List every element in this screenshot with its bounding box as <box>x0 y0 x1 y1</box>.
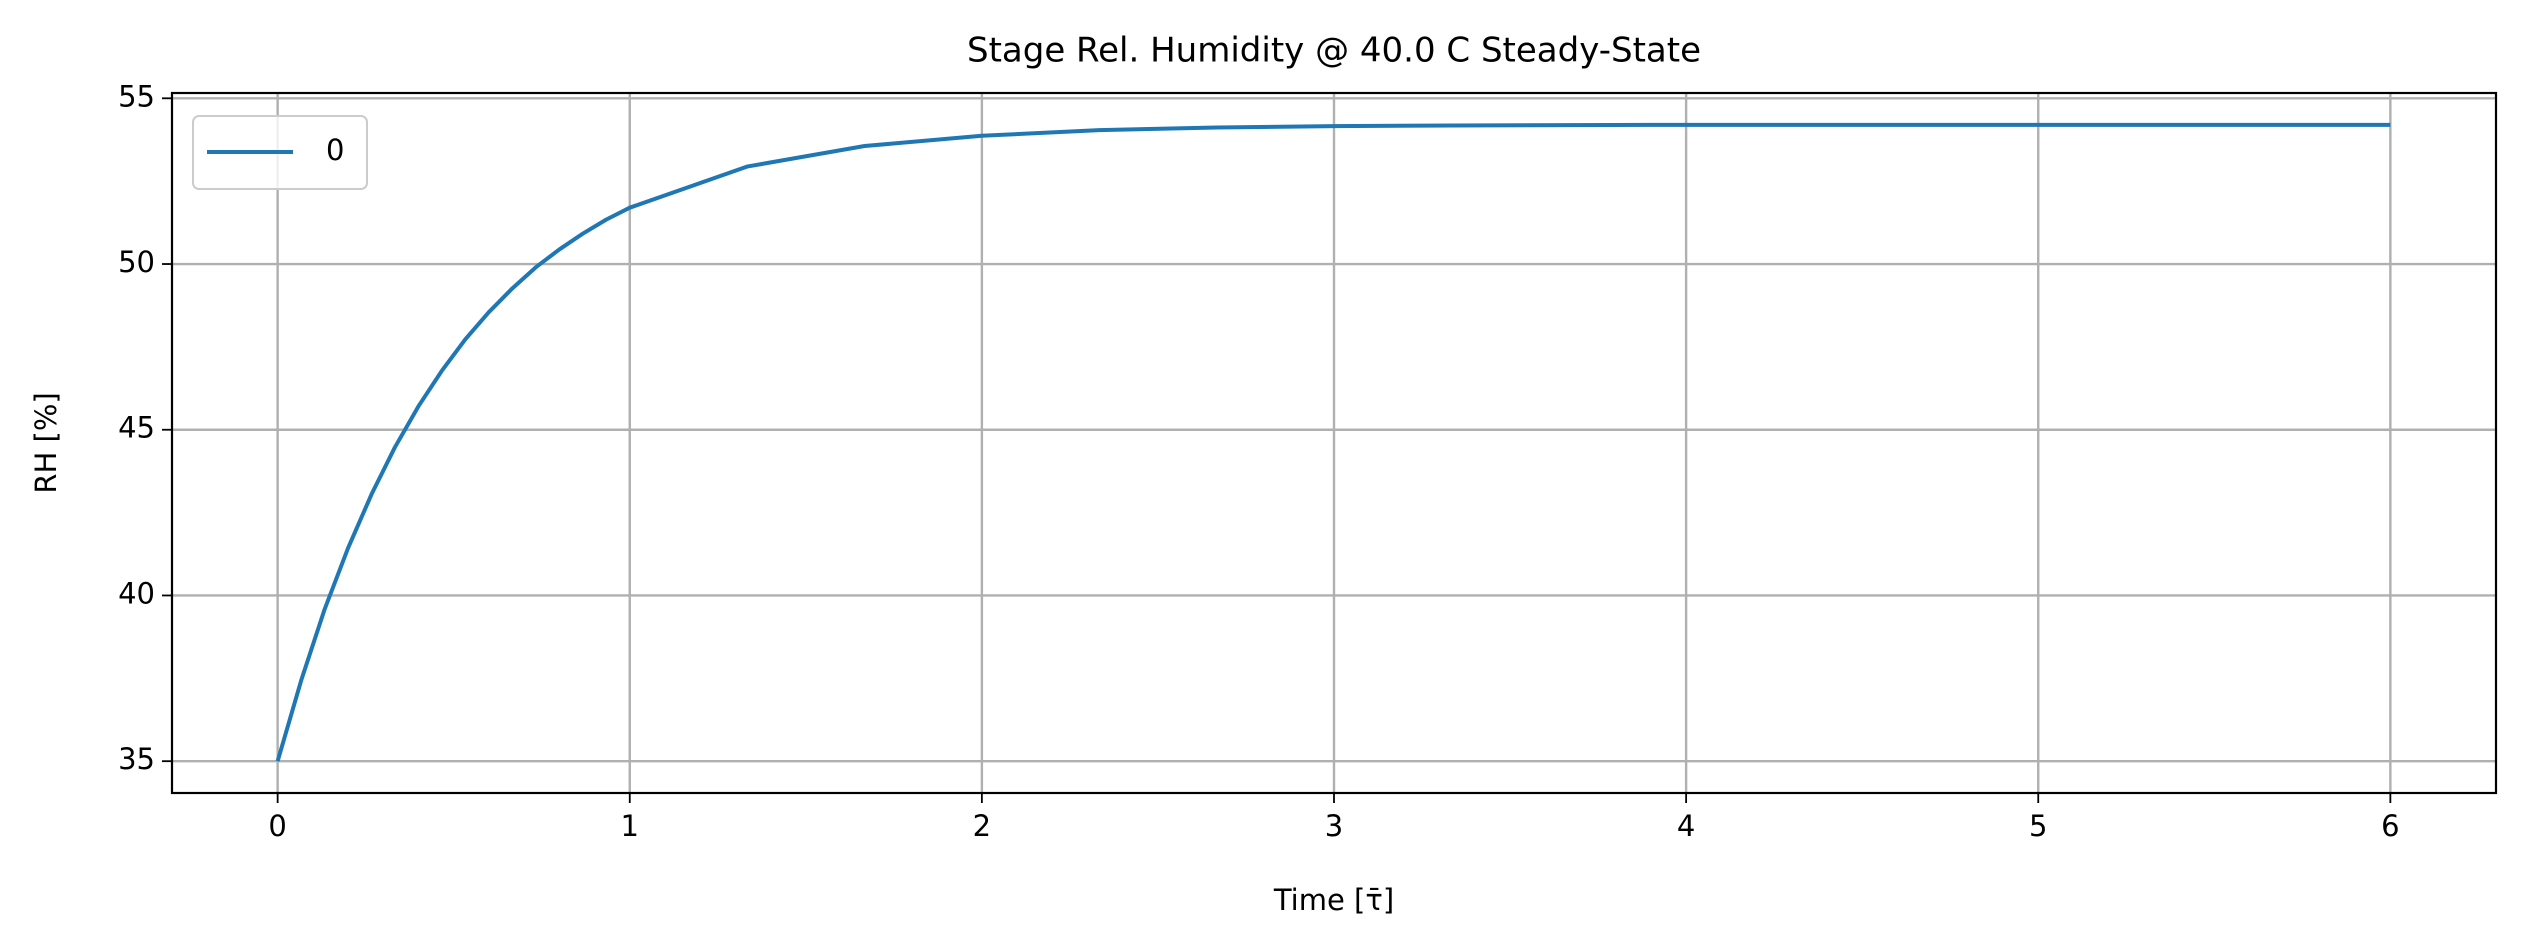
x-tick-label: 2 <box>973 809 991 843</box>
data-line <box>275 122 2391 762</box>
y-tick-label: 50 <box>118 245 155 279</box>
y-tick-label: 55 <box>118 79 155 113</box>
legend-label: 0 <box>326 133 344 167</box>
x-tick-label: 0 <box>268 809 286 843</box>
chart-title: Stage Rel. Humidity @ 40.0 C Steady-Stat… <box>967 31 1701 71</box>
x-tick-label: 6 <box>2381 809 2399 843</box>
y-tick-label: 40 <box>118 576 155 610</box>
y-tick-label: 35 <box>118 742 155 776</box>
x-tick-label: 3 <box>1325 809 1343 843</box>
y-tick-label: 45 <box>118 411 155 445</box>
y-axis-label: RH [%] <box>29 392 63 493</box>
x-tick-label: 5 <box>2029 809 2047 843</box>
x-axis-label: Time [τ̄] <box>1273 883 1394 917</box>
x-tick-label: 1 <box>621 809 639 843</box>
plot-frame <box>170 91 2498 795</box>
x-tick-label: 4 <box>1677 809 1695 843</box>
